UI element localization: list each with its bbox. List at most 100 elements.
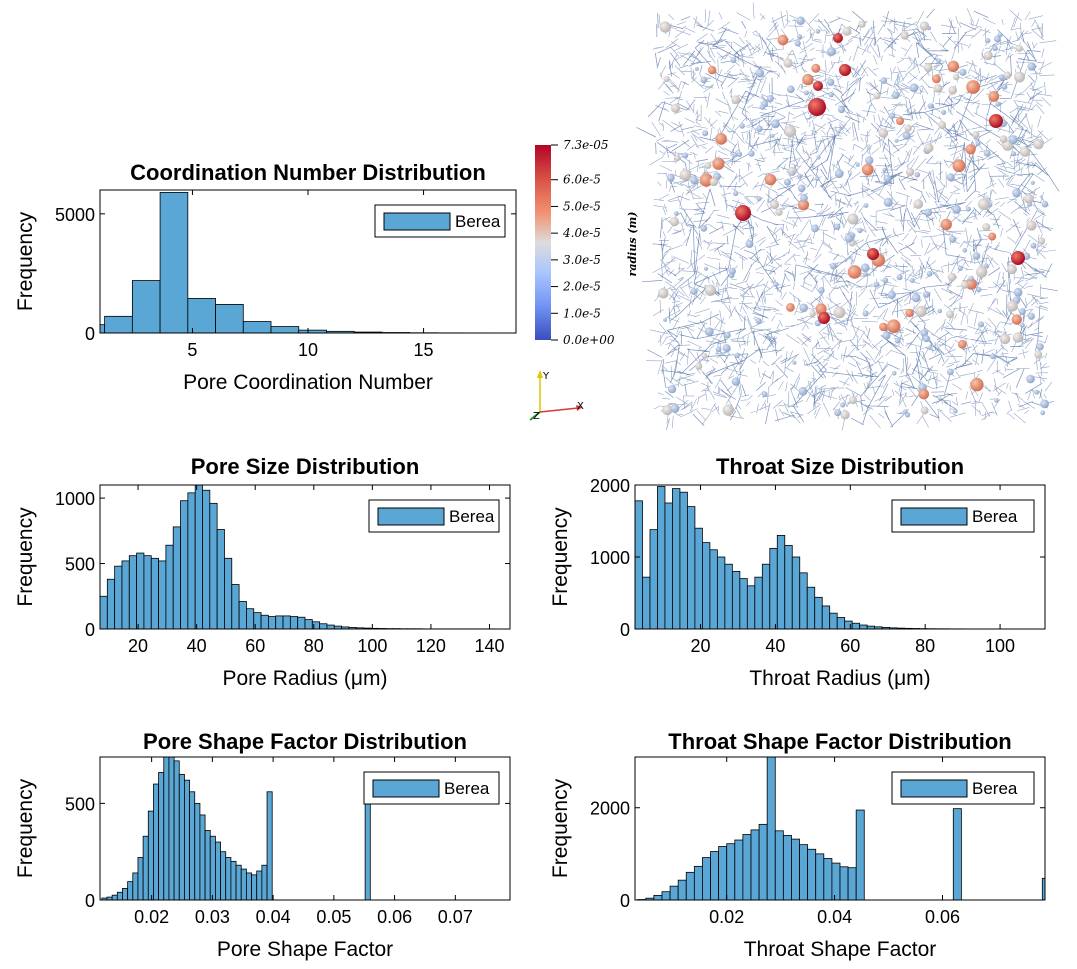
pore-sphere bbox=[882, 331, 891, 340]
pore-sphere bbox=[794, 40, 801, 47]
pore-sphere bbox=[784, 125, 796, 138]
x-tick-label: 0.06 bbox=[925, 907, 960, 927]
pore-sphere bbox=[970, 377, 984, 392]
histogram-bar bbox=[289, 616, 299, 629]
histogram-bar bbox=[769, 547, 778, 629]
pore-sphere bbox=[892, 91, 900, 99]
pore-sphere bbox=[966, 206, 971, 212]
pore-sphere bbox=[670, 404, 680, 413]
pore-sphere bbox=[891, 371, 897, 376]
histogram-bar bbox=[758, 823, 768, 900]
legend-swatch bbox=[900, 507, 968, 526]
histogram-bar bbox=[150, 557, 159, 629]
large-pore-sphere bbox=[813, 81, 823, 91]
y-tick-label: 500 bbox=[65, 555, 95, 575]
pore-sphere bbox=[1012, 332, 1023, 343]
pore-sphere bbox=[1024, 194, 1034, 204]
histogram-bar bbox=[100, 595, 108, 629]
histogram-bar bbox=[111, 894, 118, 900]
pore-sphere bbox=[792, 360, 797, 365]
histogram-bar bbox=[261, 864, 268, 900]
histogram-bar bbox=[761, 563, 771, 629]
pore-sphere bbox=[957, 265, 963, 271]
histogram-bar bbox=[750, 829, 760, 900]
histogram-bar bbox=[1041, 877, 1045, 900]
histogram-bar bbox=[635, 500, 643, 629]
histogram-bar bbox=[158, 560, 167, 629]
pore-sphere bbox=[860, 263, 870, 273]
histogram-bar bbox=[231, 584, 240, 629]
pore-sphere bbox=[976, 266, 988, 278]
pore-sphere bbox=[1014, 71, 1025, 83]
pore-sphere bbox=[1018, 308, 1026, 316]
pore-sphere bbox=[733, 190, 739, 197]
pore-sphere bbox=[941, 109, 947, 115]
x-axis-label: Pore Shape Factor bbox=[217, 938, 393, 961]
pore-sphere bbox=[905, 167, 915, 177]
histogram-bar bbox=[256, 870, 263, 900]
x-tick-label: 5 bbox=[187, 340, 197, 360]
pore-sphere bbox=[889, 112, 896, 119]
pore-sphere bbox=[670, 103, 681, 113]
pore-sphere bbox=[724, 332, 731, 339]
pore-sphere bbox=[985, 38, 991, 44]
x-tick-label: 20 bbox=[691, 636, 711, 656]
histogram-bar bbox=[127, 881, 134, 900]
pore-sphere bbox=[862, 310, 869, 317]
histogram-bar bbox=[225, 857, 232, 900]
large-pore-sphere bbox=[989, 114, 1003, 128]
pore-sphere bbox=[988, 232, 997, 241]
histogram-bar bbox=[215, 841, 221, 900]
pore-sphere bbox=[904, 124, 912, 132]
pore-sphere bbox=[1008, 135, 1018, 145]
colorbar: radius (m) 7.3e-05 6.0e-5 5.0e-5 4.0e-5 3.0e… bbox=[535, 138, 639, 347]
histogram-bar bbox=[180, 500, 189, 629]
pore-sphere bbox=[739, 123, 745, 129]
histogram-bar bbox=[653, 894, 663, 900]
pore-sphere bbox=[911, 293, 921, 303]
pore-sphere bbox=[702, 130, 709, 137]
histogram-bar bbox=[137, 857, 144, 900]
legend-label: Berea bbox=[972, 779, 1018, 798]
axis-z-label: Z bbox=[533, 411, 540, 422]
pore-sphere bbox=[745, 240, 754, 248]
pore-sphere bbox=[972, 131, 980, 139]
pore-sphere bbox=[662, 405, 673, 416]
bars bbox=[100, 484, 496, 629]
pore-sphere bbox=[998, 74, 1005, 81]
pore-sphere bbox=[937, 308, 942, 314]
pore-sphere bbox=[976, 286, 982, 293]
y-tick-label: 0 bbox=[620, 620, 630, 640]
y-axis-label: Frequency bbox=[549, 507, 572, 607]
pore-sphere bbox=[833, 306, 846, 319]
pore-sphere bbox=[952, 73, 960, 81]
histogram-bar bbox=[136, 552, 145, 629]
pore-sphere bbox=[922, 291, 930, 298]
pore-sphere bbox=[827, 78, 835, 86]
pore-sphere bbox=[797, 173, 802, 179]
colorbar-tick-label: 2.0e-5 bbox=[562, 280, 601, 294]
pore-sphere bbox=[1003, 71, 1012, 80]
histogram-bar bbox=[246, 608, 255, 629]
histogram-bar bbox=[839, 866, 849, 900]
colorbar-tick-label: 3.0e-5 bbox=[563, 253, 601, 267]
pore-sphere bbox=[946, 368, 954, 376]
x-tick-label: 0.04 bbox=[256, 907, 291, 927]
histogram-bar bbox=[774, 830, 784, 900]
histogram-bar bbox=[791, 838, 800, 900]
pore-sphere bbox=[883, 174, 892, 183]
histogram-bar bbox=[122, 888, 129, 900]
legend-label: Berea bbox=[972, 507, 1018, 526]
x-tick-label: 0.04 bbox=[817, 907, 852, 927]
pore-sphere bbox=[659, 21, 671, 33]
pore-sphere bbox=[770, 133, 775, 138]
pore-sphere bbox=[1026, 374, 1035, 384]
x-tick-label: 80 bbox=[304, 636, 324, 656]
histogram-bar bbox=[847, 867, 857, 900]
histogram-bar bbox=[364, 795, 371, 900]
colorbar-gradient bbox=[535, 145, 551, 340]
pore-sphere bbox=[682, 152, 689, 159]
pore-sphere bbox=[982, 223, 991, 232]
pore-sphere bbox=[761, 391, 768, 397]
